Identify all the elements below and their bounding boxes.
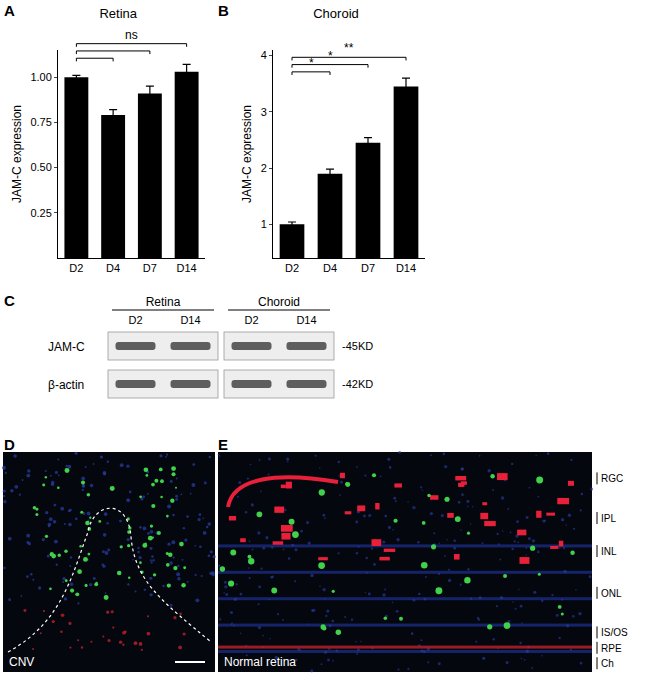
svg-text:β-actin: β-actin — [48, 378, 84, 392]
svg-text:-42KD: -42KD — [342, 378, 373, 390]
svg-text:Retina: Retina — [99, 6, 137, 21]
svg-text:D4: D4 — [323, 262, 337, 274]
svg-text:ONL: ONL — [601, 588, 622, 599]
html-text:D: D — [4, 436, 15, 453]
svg-text:0.50: 0.50 — [30, 161, 51, 173]
svg-text:*: * — [309, 56, 314, 70]
svg-text:JAM-C: JAM-C — [48, 340, 85, 354]
svg-text:0.75: 0.75 — [30, 116, 51, 128]
svg-text:1.00: 1.00 — [30, 71, 51, 83]
svg-text:D14: D14 — [296, 314, 316, 326]
svg-text:JAM-C expression: JAM-C expression — [240, 105, 254, 203]
svg-text:Normal retina: Normal retina — [224, 655, 296, 669]
svg-text:IPL: IPL — [601, 513, 616, 524]
svg-text:RGC: RGC — [601, 473, 623, 484]
svg-text:Ch: Ch — [601, 658, 614, 669]
svg-text:Retina: Retina — [146, 295, 181, 309]
html-text:A: A — [4, 2, 15, 19]
svg-text:IS/OS: IS/OS — [601, 627, 628, 638]
svg-text:D4: D4 — [106, 262, 120, 274]
svg-text:4: 4 — [261, 49, 267, 61]
svg-text:CNV: CNV — [9, 655, 34, 669]
svg-text:1: 1 — [261, 218, 267, 230]
svg-text:3: 3 — [261, 106, 267, 118]
svg-text:*: * — [328, 49, 333, 63]
svg-text:D2: D2 — [128, 314, 142, 326]
svg-text:D2: D2 — [285, 262, 299, 274]
svg-text:0.25: 0.25 — [30, 207, 51, 219]
svg-text:D7: D7 — [143, 262, 157, 274]
svg-text:**: ** — [344, 41, 354, 55]
svg-text:Choroid: Choroid — [313, 6, 359, 21]
svg-text:D2: D2 — [244, 314, 258, 326]
svg-text:ns: ns — [125, 28, 138, 42]
svg-text:2: 2 — [261, 162, 267, 174]
svg-text:D14: D14 — [177, 262, 197, 274]
svg-text:D14: D14 — [180, 314, 200, 326]
html-text:B: B — [218, 2, 229, 19]
html-text:C: C — [4, 292, 15, 309]
svg-text:D2: D2 — [69, 262, 83, 274]
svg-text:JAM-C expression: JAM-C expression — [10, 105, 24, 203]
html-text:E: E — [218, 436, 228, 453]
svg-text:Choroid: Choroid — [258, 295, 300, 309]
svg-text:D14: D14 — [396, 262, 416, 274]
svg-text:D7: D7 — [361, 262, 375, 274]
svg-text:INL: INL — [601, 546, 617, 557]
svg-text:RPE: RPE — [601, 643, 622, 654]
svg-text:-45KD: -45KD — [342, 340, 373, 352]
